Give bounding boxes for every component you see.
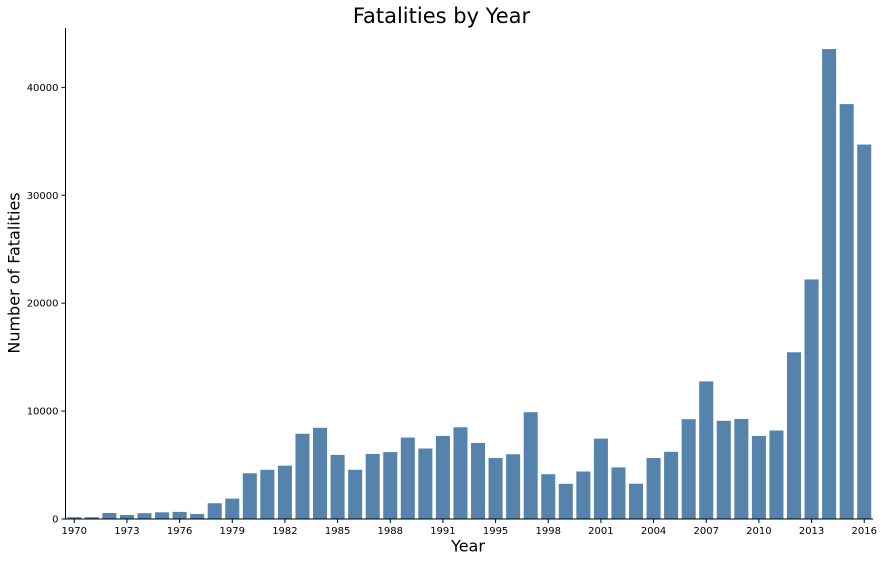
bar-1971 [84, 517, 99, 519]
bar-1981 [260, 469, 275, 519]
x-tick-label: 1982 [272, 526, 297, 537]
bar-1980 [242, 473, 257, 519]
bar-2016 [857, 144, 872, 520]
bar-2009 [734, 418, 749, 519]
bar-1979 [225, 498, 240, 519]
bar-2001 [593, 438, 608, 519]
chart-title: Fatalities by Year [352, 4, 531, 28]
bar-2011 [769, 430, 784, 519]
bar-1994 [471, 442, 486, 519]
x-tick-label: 2013 [799, 526, 824, 537]
x-tick-label: 1970 [62, 526, 87, 537]
bar-1976 [172, 511, 187, 519]
bar-2010 [751, 435, 766, 519]
bar-1977 [190, 514, 205, 519]
x-tick-label: 1998 [536, 526, 561, 537]
bar-1975 [155, 512, 170, 519]
bar-1991 [435, 435, 450, 519]
bar-2000 [576, 471, 591, 519]
x-tick-label: 2010 [746, 526, 771, 537]
bar-2003 [628, 483, 644, 519]
x-tick-label: 1988 [378, 526, 403, 537]
bar-2008 [716, 420, 731, 519]
bar-2004 [646, 458, 661, 519]
x-tick-label: 2016 [851, 526, 876, 537]
bar-2013 [804, 279, 819, 519]
bar-2007 [699, 381, 714, 519]
x-tick-label: 2001 [588, 526, 613, 537]
bar-1992 [453, 427, 468, 519]
bar-1972 [102, 512, 117, 519]
bar-1988 [383, 452, 398, 519]
bar-1987 [365, 453, 380, 519]
bar-2002 [611, 467, 626, 519]
bar-1997 [523, 412, 538, 519]
bar-1986 [348, 469, 363, 519]
x-tick-label: 1991 [430, 526, 455, 537]
y-ticks-group: 0 10000 20000 30000 40000 [27, 83, 66, 526]
x-axis-label: Year [451, 536, 485, 556]
y-tick-label: 0 [52, 515, 58, 526]
bar-1998 [541, 474, 556, 519]
y-tick-label: 40000 [27, 83, 59, 94]
x-tick-label: 1973 [114, 526, 139, 537]
bar-1970 [67, 517, 82, 519]
bar-2015 [839, 104, 854, 519]
bar-2012 [786, 352, 802, 519]
x-tick-label: 1979 [220, 526, 245, 537]
x-tick-label: 1976 [167, 526, 192, 537]
bar-1978 [207, 503, 222, 519]
bar-2006 [681, 419, 696, 519]
bar-2005 [664, 451, 679, 519]
bar-1983 [295, 433, 310, 519]
x-tick-label: 1985 [325, 526, 350, 537]
x-tick-label: 2004 [641, 526, 666, 537]
bar-1985 [330, 454, 345, 519]
bar-1999 [558, 483, 573, 519]
bar-1973 [119, 515, 134, 519]
x-tick-label: 1995 [483, 526, 508, 537]
bar-1995 [488, 458, 503, 519]
bar-1996 [506, 454, 521, 519]
bar-1982 [277, 465, 292, 519]
y-tick-label: 20000 [27, 299, 59, 310]
y-tick-label: 10000 [27, 407, 59, 418]
bar-1974 [137, 513, 152, 519]
bars-group [67, 49, 872, 520]
x-ticks-group: 1970 1973 1976 1979 1982 1985 1988 1991 1995 1998… [62, 519, 877, 537]
bar-1989 [400, 437, 415, 519]
bar-2014 [822, 49, 837, 519]
bar-1990 [418, 448, 433, 519]
y-tick-label: 30000 [27, 191, 59, 202]
x-tick-label: 2007 [694, 526, 719, 537]
bar-1984 [313, 427, 328, 519]
